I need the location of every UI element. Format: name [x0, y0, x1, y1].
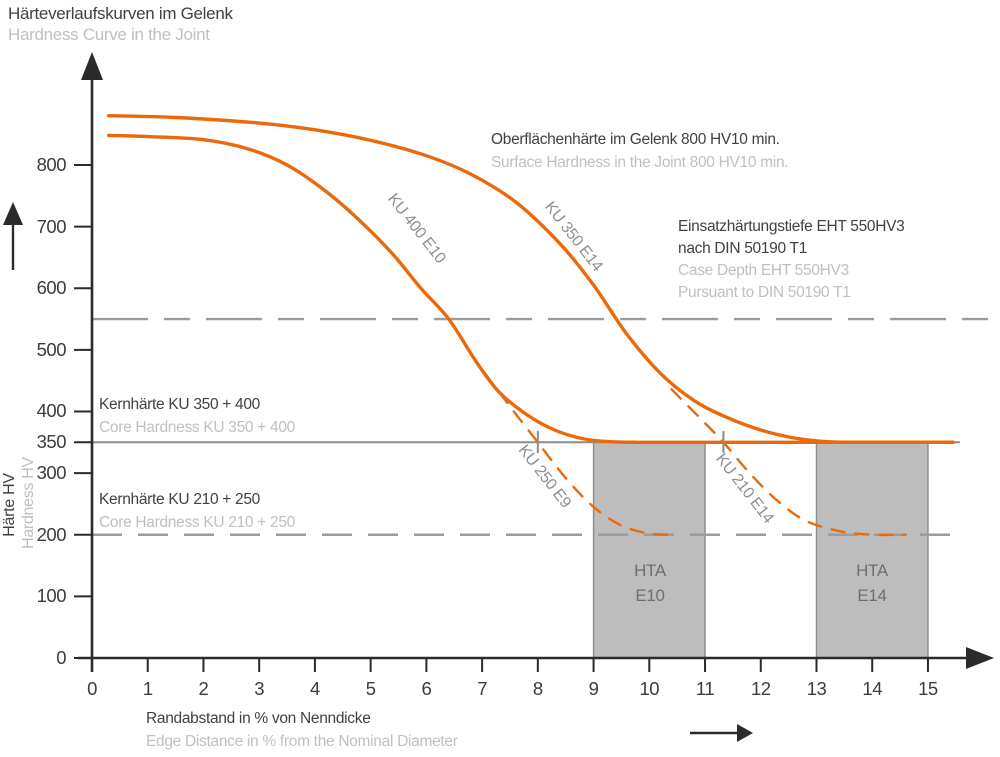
- curve-ku-210-e14: [670, 388, 907, 537]
- y-tick-label-500: 500: [36, 338, 67, 360]
- x-tick-label-5: 5: [365, 678, 376, 699]
- curve-ku-400-e10: [107, 133, 955, 445]
- y-tick-label-600: 600: [36, 277, 67, 299]
- x-tick-label-12: 12: [750, 678, 771, 699]
- y-tick-label-100: 100: [36, 585, 67, 607]
- x-axis-arrowhead-icon: [966, 647, 994, 669]
- y-tick-label-300: 300: [36, 462, 67, 484]
- case-depth-note-de-line2: nach DIN 50190 T1: [678, 240, 808, 257]
- right-arrow-head-icon: [737, 724, 753, 742]
- x-tick-label-11: 11: [695, 678, 715, 699]
- x-axis-label-en: Edge Distance in % from the Nominal Diam…: [146, 733, 458, 750]
- surface-hardness-note-en: Surface Hardness in the Joint 800 HV10 m…: [491, 154, 789, 171]
- x-tick-label-2: 2: [198, 678, 209, 699]
- chart-title-en: Hardness Curve in the Joint: [8, 25, 210, 44]
- y-axis-label-en: Hardness HV: [20, 457, 37, 549]
- chart-title-de: Härteverlaufskurven im Gelenk: [8, 4, 233, 23]
- y-axis-arrowhead-icon: [81, 52, 103, 80]
- y-tick-label-200: 200: [36, 523, 67, 545]
- zone-label-hta-e14-line2: E14: [857, 586, 887, 605]
- y-tick-label-700: 700: [36, 215, 67, 237]
- zone-label-hta-e10-line1: HTA: [634, 561, 666, 580]
- core-hardness-350-note-en: Core Hardness KU 350 + 400: [99, 419, 295, 436]
- core-hardness-210-note-de: Kernhärte KU 210 + 250: [99, 491, 261, 508]
- x-tick-label-13: 13: [806, 678, 827, 699]
- x-tick-label-15: 15: [918, 678, 938, 699]
- x-tick-label-8: 8: [532, 678, 543, 699]
- zone-label-hta-e14-line1: HTA: [856, 561, 888, 580]
- x-tick-label-9: 9: [588, 678, 599, 699]
- x-tick-label-7: 7: [477, 678, 487, 699]
- x-tick-label-4: 4: [310, 678, 320, 699]
- x-tick-label-1: 1: [142, 678, 153, 699]
- zone-label-hta-e10: HTA E10: [634, 558, 666, 608]
- surface-hardness-note-de: Oberflächenhärte im Gelenk 800 HV10 min.: [491, 131, 780, 148]
- y-axis-label-de: Härte HV: [1, 473, 18, 537]
- core-hardness-350-note-de: Kernhärte KU 350 + 400: [99, 396, 261, 413]
- case-depth-note-de-line1: Einsatzhärtungstiefe EHT 550HV3: [678, 218, 905, 235]
- case-depth-note-en-line1: Case Depth EHT 550HV3: [678, 262, 849, 279]
- case-depth-note-en-line2: Pursuant to DIN 50190 T1: [678, 284, 851, 301]
- zone-hta-e14: [815, 441, 929, 659]
- y-tick-label-350: 350: [36, 431, 67, 453]
- y-tick-label-400: 400: [36, 400, 67, 422]
- core-hardness-210-note-en: Core Hardness KU 210 + 250: [99, 514, 295, 531]
- x-tick-label-10: 10: [639, 678, 660, 699]
- x-tick-label-14: 14: [862, 678, 882, 699]
- zone-hta-e10: [592, 441, 706, 659]
- zone-label-hta-e10-line2: E10: [635, 586, 665, 605]
- x-tick-label-3: 3: [254, 678, 265, 699]
- y-tick-label-800: 800: [36, 153, 67, 175]
- x-axis-label-de: Randabstand in % von Nenndicke: [146, 710, 371, 727]
- x-tick-label-0: 0: [87, 678, 97, 699]
- curve-ku-250-e9: [483, 372, 676, 536]
- x-tick-label-6: 6: [421, 678, 432, 699]
- up-arrow-head-icon: [3, 202, 23, 225]
- curve-ku-350-e14: [107, 114, 955, 445]
- y-tick-label-0: 0: [56, 647, 66, 668]
- zone-label-hta-e14: HTA E14: [856, 558, 888, 608]
